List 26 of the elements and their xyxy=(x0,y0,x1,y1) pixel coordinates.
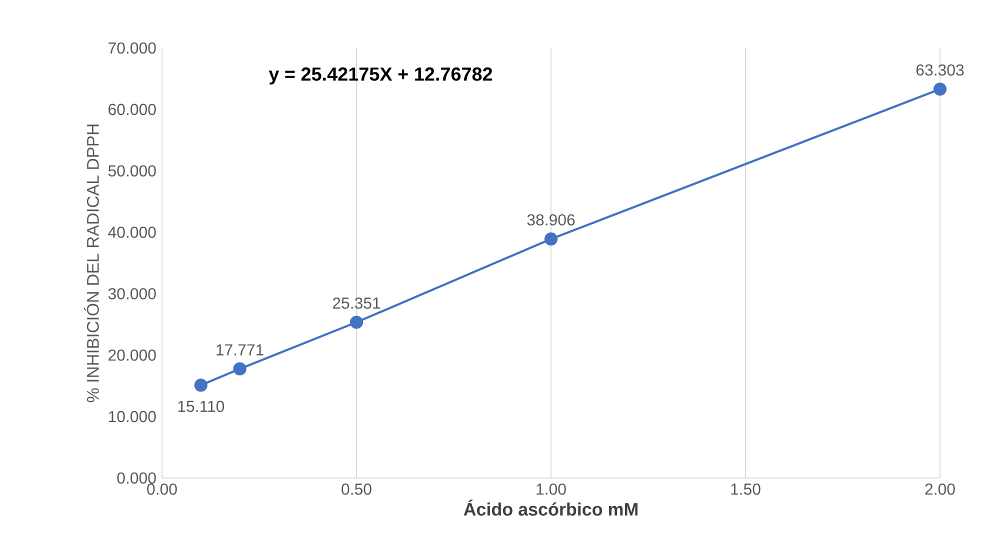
point xyxy=(933,82,947,96)
y-tick-label: 10.000 xyxy=(108,410,156,422)
annotation: y = 25.42175X + 12.76782 xyxy=(268,67,492,85)
data-label: 63.303 xyxy=(916,64,964,76)
point xyxy=(544,232,558,246)
data-label: 25.351 xyxy=(332,297,380,309)
x-tick-label: 0.00 xyxy=(147,484,177,495)
data-label: 38.906 xyxy=(527,214,575,226)
y-tick-label: 30.000 xyxy=(108,288,156,300)
y-axis-title: % INHIBICIÓN DEL RADICAL DPPH xyxy=(84,124,99,402)
x-tick-label: 2.00 xyxy=(925,484,955,495)
y-tick-label: 70.000 xyxy=(108,42,156,54)
data-label: 15.110 xyxy=(178,400,224,412)
data-label: 17.771 xyxy=(216,344,264,356)
point xyxy=(194,378,208,392)
point xyxy=(350,316,364,329)
x-tick-label: 1.00 xyxy=(536,484,566,495)
y-tick-label: 50.000 xyxy=(108,165,156,177)
y-tick-label: 0.000 xyxy=(117,472,156,484)
x-tick-label: 0.50 xyxy=(342,484,372,495)
y-tick-label: 40.000 xyxy=(108,226,156,238)
y-tick-label: 60.000 xyxy=(108,104,156,116)
x-tick-label: 1.50 xyxy=(731,484,760,495)
point xyxy=(233,362,246,376)
y-tick-label: 20.000 xyxy=(108,350,156,361)
x-axis-title: Ácido ascórbico mM xyxy=(464,500,638,516)
